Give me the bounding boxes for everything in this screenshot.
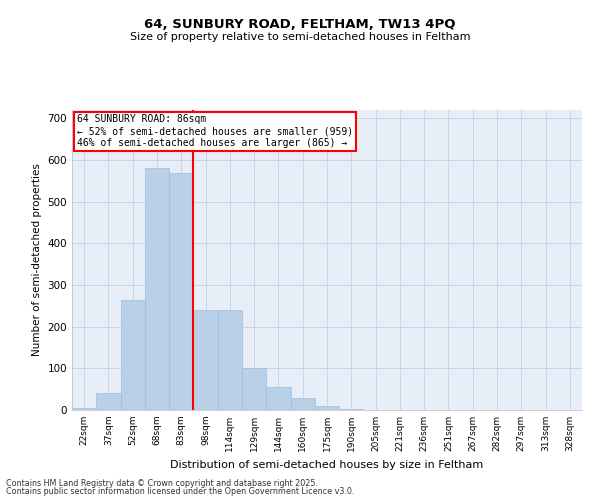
Bar (96, 394, 121, 410)
Bar (290, 398, 315, 410)
Bar (266, 387, 290, 410)
Bar (145, 168, 169, 410)
Text: Size of property relative to semi-detached houses in Feltham: Size of property relative to semi-detach… (130, 32, 470, 42)
Y-axis label: Number of semi-detached properties: Number of semi-detached properties (32, 164, 42, 356)
Bar (169, 172, 193, 410)
Bar (193, 310, 218, 410)
Bar (315, 406, 339, 410)
Bar (72, 408, 96, 410)
X-axis label: Distribution of semi-detached houses by size in Feltham: Distribution of semi-detached houses by … (170, 460, 484, 469)
Bar (339, 409, 364, 410)
Bar (121, 300, 145, 410)
Text: Contains public sector information licensed under the Open Government Licence v3: Contains public sector information licen… (6, 487, 355, 496)
Text: 64 SUNBURY ROAD: 86sqm
← 52% of semi-detached houses are smaller (959)
46% of se: 64 SUNBURY ROAD: 86sqm ← 52% of semi-det… (77, 114, 353, 148)
Text: 64, SUNBURY ROAD, FELTHAM, TW13 4PQ: 64, SUNBURY ROAD, FELTHAM, TW13 4PQ (144, 18, 456, 30)
Bar (242, 368, 266, 410)
Bar (218, 310, 242, 410)
Text: Contains HM Land Registry data © Crown copyright and database right 2025.: Contains HM Land Registry data © Crown c… (6, 478, 318, 488)
